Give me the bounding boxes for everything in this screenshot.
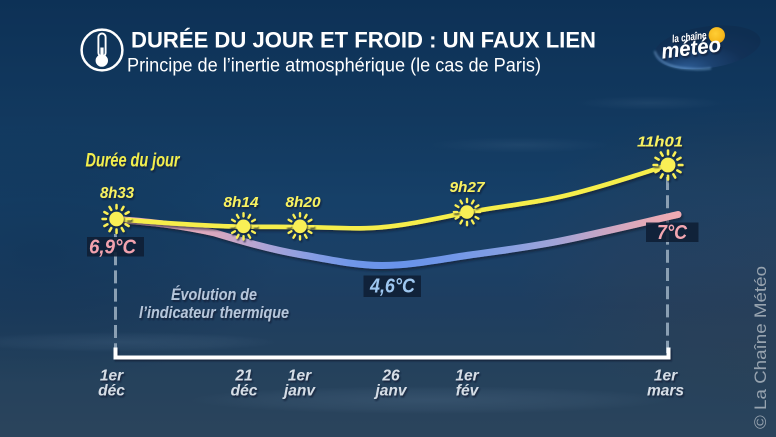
- svg-text:11h01: 11h01: [637, 134, 683, 151]
- svg-text:mars: mars: [647, 383, 684, 400]
- svg-text:8h33: 8h33: [100, 185, 134, 202]
- svg-text:Principe de l’inertie atmosphé: Principe de l’inertie atmosphérique (le …: [127, 56, 541, 77]
- svg-text:1er: 1er: [100, 368, 124, 385]
- svg-text:4,6°C: 4,6°C: [369, 275, 416, 298]
- svg-text:© La Chaîne Météo: © La Chaîne Météo: [751, 266, 770, 429]
- svg-text:déc: déc: [98, 383, 125, 400]
- svg-text:1er: 1er: [654, 368, 678, 385]
- svg-text:janv: janv: [373, 383, 407, 400]
- svg-text:26: 26: [381, 368, 400, 385]
- svg-text:21: 21: [234, 368, 252, 385]
- svg-text:déc: déc: [231, 383, 258, 400]
- svg-text:8h20: 8h20: [286, 194, 322, 211]
- svg-text:9h27: 9h27: [450, 179, 486, 196]
- svg-text:7°C: 7°C: [657, 222, 687, 244]
- svg-text:6,9°C: 6,9°C: [89, 237, 137, 259]
- svg-text:1er: 1er: [288, 368, 312, 385]
- svg-text:Durée du jour: Durée du jour: [86, 151, 181, 172]
- svg-text:fév: fév: [456, 383, 480, 400]
- svg-text:l’indicateur thermique: l’indicateur thermique: [139, 304, 289, 322]
- svg-text:DURÉE DU JOUR ET FROID : UN FA: DURÉE DU JOUR ET FROID : UN FAUX LIEN: [131, 28, 596, 53]
- svg-text:la chaîne: la chaîne: [671, 29, 707, 45]
- svg-text:janv: janv: [282, 383, 316, 400]
- svg-text:1er: 1er: [455, 368, 479, 385]
- svg-text:8h14: 8h14: [224, 194, 260, 211]
- svg-text:Évolution de: Évolution de: [171, 285, 257, 304]
